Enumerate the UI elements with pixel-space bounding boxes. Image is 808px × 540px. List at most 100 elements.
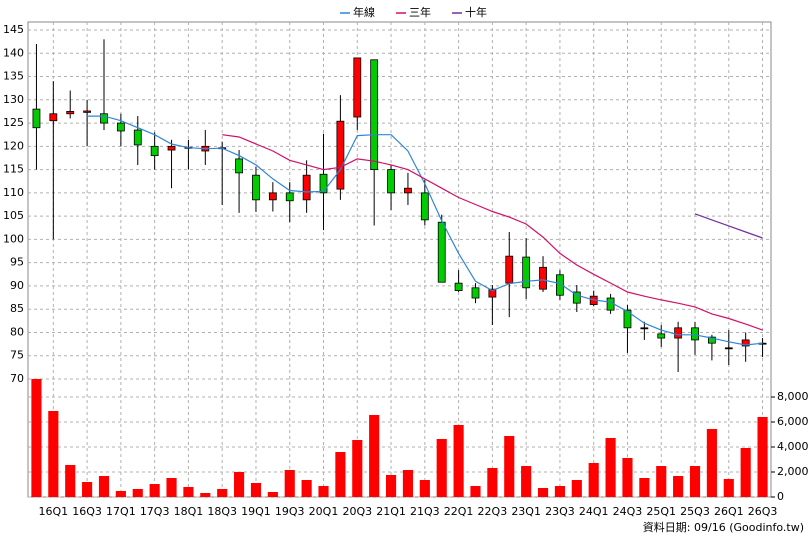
y-tick-label: 80 bbox=[10, 325, 24, 338]
volume-bar bbox=[605, 438, 616, 497]
y-tick-label: 95 bbox=[10, 256, 24, 269]
volume-bar bbox=[284, 470, 295, 497]
volume-bar bbox=[31, 379, 42, 497]
volume-bar bbox=[352, 440, 363, 497]
candle-body bbox=[572, 291, 581, 304]
y-tick-label: 115 bbox=[3, 163, 24, 176]
candle-body bbox=[100, 113, 108, 124]
candle-body bbox=[387, 169, 395, 194]
volume-bar bbox=[402, 470, 414, 497]
y-tick-label: 120 bbox=[3, 139, 24, 152]
candle-body bbox=[454, 282, 463, 291]
x-tick-label: 20Q1 bbox=[309, 505, 339, 518]
volume-bar bbox=[166, 478, 177, 497]
volume-bar bbox=[622, 458, 633, 497]
volume-bar bbox=[537, 488, 549, 497]
volume-bar bbox=[470, 486, 481, 497]
candle-body bbox=[707, 336, 716, 344]
volume-bar bbox=[487, 468, 498, 497]
candle-body bbox=[285, 192, 294, 202]
legend-label: 年線 bbox=[353, 5, 375, 19]
plot-frame bbox=[27, 21, 772, 498]
volume-bar bbox=[639, 478, 650, 497]
y-tick-label: 125 bbox=[3, 116, 24, 129]
volume-bar bbox=[757, 417, 768, 497]
volume-bar bbox=[149, 484, 160, 497]
volume-bar bbox=[521, 466, 532, 497]
x-tick-label: 23Q3 bbox=[545, 505, 575, 518]
y-tick-label: 135 bbox=[3, 70, 24, 83]
y-tick-label: 110 bbox=[3, 186, 24, 199]
volume-bar bbox=[656, 466, 667, 497]
y2-tick-label: 8,000 bbox=[777, 390, 808, 403]
x-tick-label: 16Q1 bbox=[39, 505, 69, 518]
volume-bar bbox=[369, 415, 380, 497]
candle-body bbox=[268, 192, 277, 201]
candle-body bbox=[724, 347, 733, 350]
candle-body bbox=[404, 187, 412, 194]
y-tick-label: 145 bbox=[3, 23, 24, 36]
candle-body bbox=[167, 145, 176, 151]
candle-body bbox=[235, 158, 243, 174]
x-tick-label: 23Q1 bbox=[511, 505, 541, 518]
candle-body bbox=[420, 192, 429, 221]
volume-bar bbox=[318, 486, 329, 497]
y-tick-label: 100 bbox=[3, 232, 24, 245]
volume-bar bbox=[554, 486, 565, 497]
volume-bar bbox=[82, 482, 93, 497]
volume-bar bbox=[48, 411, 59, 497]
x-tick-label: 20Q3 bbox=[342, 505, 372, 518]
candle-body bbox=[252, 174, 260, 201]
candle-body bbox=[657, 333, 666, 339]
volume-bar bbox=[689, 466, 701, 497]
volume-bar bbox=[301, 480, 312, 497]
volume-bar bbox=[588, 463, 599, 497]
candle-body bbox=[133, 129, 142, 146]
volume-bar bbox=[453, 425, 464, 497]
volume-bar bbox=[217, 489, 228, 497]
candle-body bbox=[302, 174, 311, 201]
x-tick-label: 19Q3 bbox=[275, 505, 305, 518]
legend-label: 十年 bbox=[465, 5, 487, 19]
volume-bar bbox=[436, 439, 447, 497]
x-tick-label: 24Q1 bbox=[579, 505, 609, 518]
candle-body bbox=[691, 327, 699, 341]
volume-bar bbox=[250, 483, 262, 497]
average-line bbox=[694, 213, 763, 239]
candle-body bbox=[505, 255, 514, 284]
candle-body bbox=[353, 57, 362, 118]
candle-body bbox=[83, 110, 92, 113]
volume-bar bbox=[419, 480, 430, 497]
x-tick-label: 22Q1 bbox=[444, 505, 474, 518]
y-tick-label: 85 bbox=[10, 302, 24, 315]
candle-body bbox=[437, 221, 446, 283]
x-tick-label: 16Q3 bbox=[72, 505, 102, 518]
candle-body bbox=[488, 288, 497, 298]
y2-tick-label: 0 bbox=[777, 490, 784, 503]
x-tick-label: 21Q3 bbox=[410, 505, 440, 518]
candle-body bbox=[471, 287, 480, 299]
volume-bar bbox=[183, 487, 194, 497]
y2-tick-label: 4,000 bbox=[777, 440, 808, 453]
y-tick-label: 105 bbox=[3, 209, 24, 222]
candle-body bbox=[674, 327, 683, 339]
volume-bar bbox=[335, 452, 346, 497]
y2-tick-label: 6,000 bbox=[777, 415, 808, 428]
candle-body bbox=[556, 274, 564, 296]
x-tick-label: 18Q1 bbox=[174, 505, 204, 518]
candle-body bbox=[336, 120, 345, 190]
y-tick-label: 130 bbox=[3, 93, 24, 106]
volume-bar bbox=[723, 479, 734, 497]
candle-body bbox=[370, 59, 379, 170]
source-note: 資料日期: 09/16 (Goodinfo.tw) bbox=[643, 520, 804, 534]
y-tick-label: 70 bbox=[10, 372, 24, 385]
volume-bar bbox=[504, 436, 515, 497]
volume-bar bbox=[706, 429, 717, 497]
candle-body bbox=[539, 266, 547, 290]
volume-bar bbox=[132, 489, 143, 497]
volume-bar bbox=[673, 476, 684, 497]
volume-bar bbox=[200, 493, 211, 497]
candle-body bbox=[150, 145, 159, 157]
x-tick-label: 26Q3 bbox=[748, 505, 778, 518]
x-tick-label: 25Q3 bbox=[680, 505, 710, 518]
